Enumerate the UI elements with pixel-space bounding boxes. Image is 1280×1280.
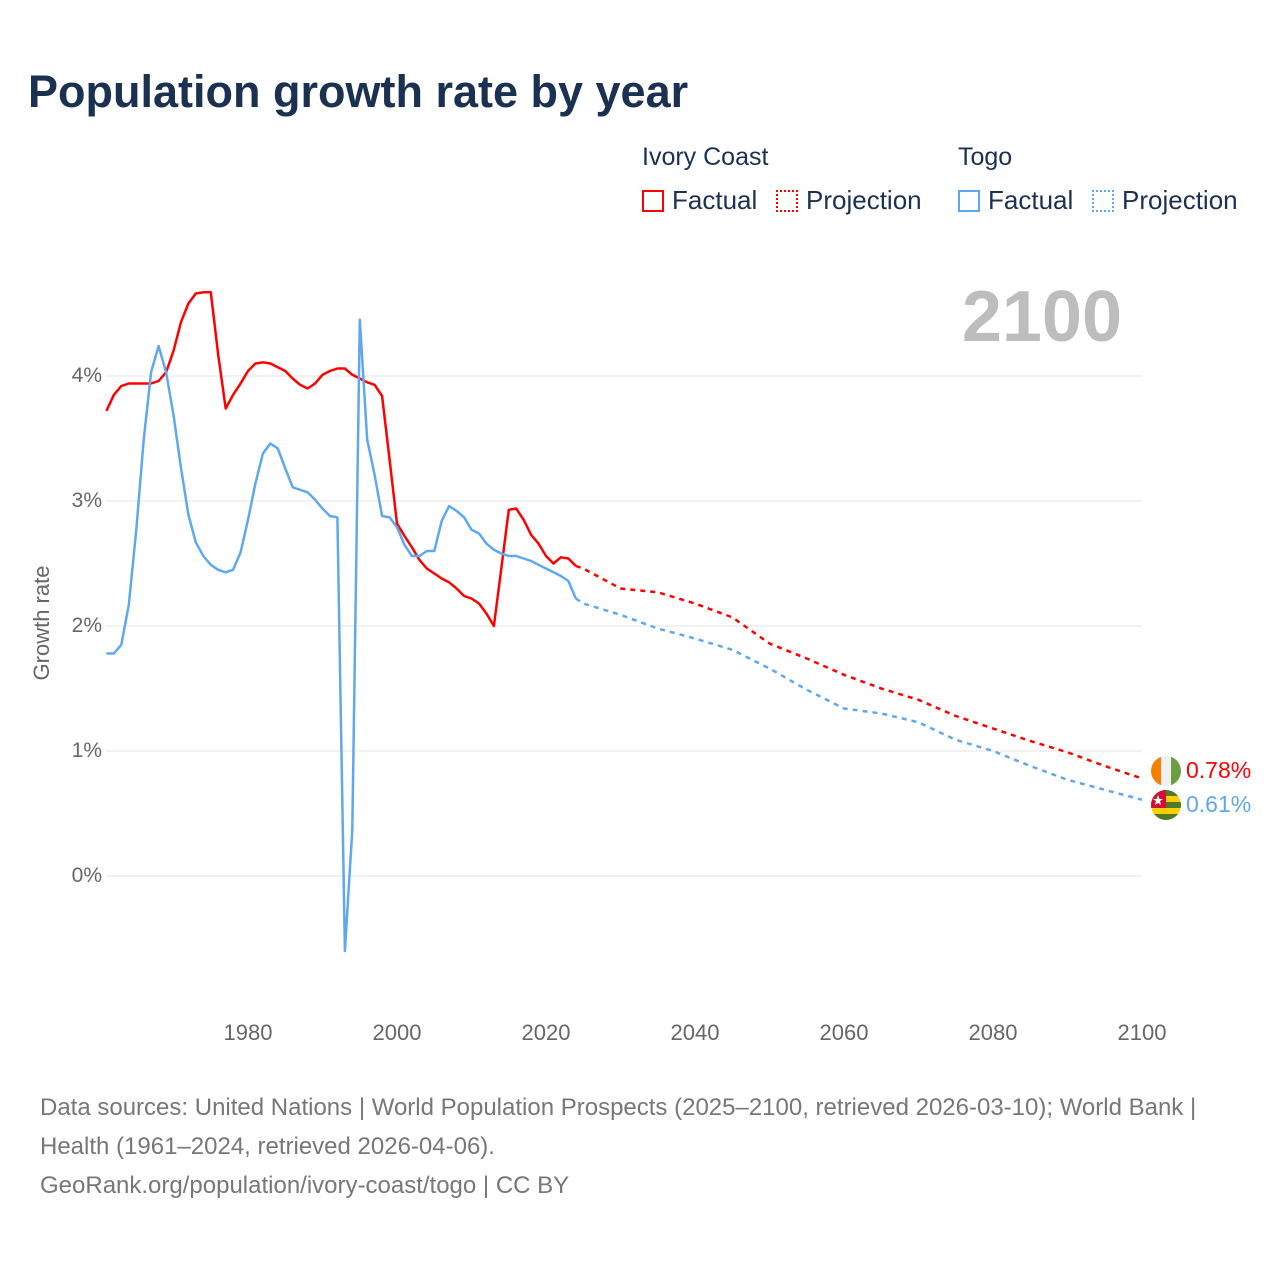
- footer-sources: Data sources: United Nations | World Pop…: [40, 1088, 1240, 1205]
- legend-label: Factual: [988, 185, 1074, 215]
- legend-ivory-coast-projection[interactable]: Projection: [776, 185, 922, 216]
- series-line-togo-factual: [106, 318, 577, 953]
- current-year-watermark: 2100: [961, 277, 1122, 357]
- footer-data-sources: Data sources: United Nations | World Pop…: [40, 1094, 1197, 1160]
- y-tick-label: 2%: [71, 614, 102, 637]
- legend-label: Projection: [806, 185, 922, 215]
- legend-togo-projection[interactable]: Projection: [1092, 185, 1238, 216]
- legend-swatch: [958, 189, 980, 212]
- y-tick-label: 1%: [71, 739, 102, 762]
- series-line-ivory-coast-projection: [575, 564, 1143, 780]
- legend-swatch: [642, 189, 664, 212]
- y-tick-label: 3%: [71, 489, 102, 512]
- footer-attribution-link[interactable]: GeoRank.org/population/ivory-coast/togo …: [40, 1172, 570, 1199]
- x-tick-label: 2060: [819, 1020, 869, 1045]
- series-line-togo-projection: [575, 597, 1143, 802]
- x-tick-label: 2040: [670, 1020, 720, 1045]
- end-label-togo: 0.61%: [1186, 791, 1252, 817]
- legend-togo-factual[interactable]: Factual: [958, 185, 1073, 216]
- y-axis-label: Growth rate: [29, 565, 54, 681]
- series-line-ivory-coast-factual: [105, 291, 577, 628]
- y-tick-label: 0%: [71, 864, 102, 887]
- x-tick-label: 2080: [968, 1020, 1018, 1045]
- legend-ivory-coast-factual[interactable]: Factual: [642, 185, 757, 216]
- y-tick-label: 4%: [71, 364, 102, 387]
- legend-group-togo: Togo: [958, 143, 1013, 171]
- legend-swatch: [776, 189, 798, 212]
- legend-group-ivory-coast: Ivory Coast: [642, 143, 769, 171]
- legend-label: Factual: [672, 185, 758, 215]
- x-tick-label: 2100: [1117, 1020, 1167, 1045]
- end-label-ivory-coast: 0.78%: [1186, 757, 1252, 783]
- legend-label: Projection: [1122, 185, 1238, 215]
- ivory-coast-flag-icon: [1151, 756, 1181, 786]
- legend-swatch: [1092, 189, 1114, 212]
- x-tick-label: 1980: [223, 1020, 273, 1045]
- chart-title: Population growth rate by year: [28, 66, 689, 117]
- x-tick-label: 2020: [521, 1020, 571, 1045]
- x-tick-label: 2000: [372, 1020, 422, 1045]
- togo-flag-icon: [1151, 790, 1181, 820]
